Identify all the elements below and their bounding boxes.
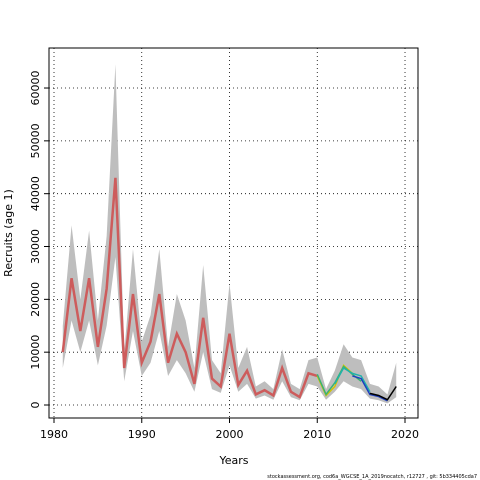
plot-frame: [48, 47, 419, 419]
confidence-band: [62, 64, 397, 404]
series-line: [352, 375, 388, 402]
y-axis-label: Recruits (age 1): [2, 189, 15, 277]
x-tick-label: 1980: [40, 428, 68, 441]
x-axis-label: Years: [218, 454, 248, 467]
y-tick-label: 40000: [29, 176, 42, 211]
series-line: [61, 177, 318, 399]
y-tick-label: 30000: [29, 229, 42, 264]
x-tick-label: 2010: [303, 428, 331, 441]
x-tick-label: 2000: [216, 428, 244, 441]
y-tick-label: 60000: [29, 71, 42, 106]
series-line: [369, 386, 397, 401]
y-tick-label: 20000: [29, 282, 42, 317]
y-tick-label: 50000: [29, 123, 42, 158]
y-tick-label: 10000: [29, 335, 42, 370]
x-tick-label: 2020: [391, 428, 419, 441]
x-tick-label: 1990: [128, 428, 156, 441]
y-tick-label: 0: [29, 402, 42, 409]
footnote: stockassessment.org, cod6a_WGCSE_1A_2019…: [267, 474, 477, 480]
series-line: [334, 366, 371, 393]
